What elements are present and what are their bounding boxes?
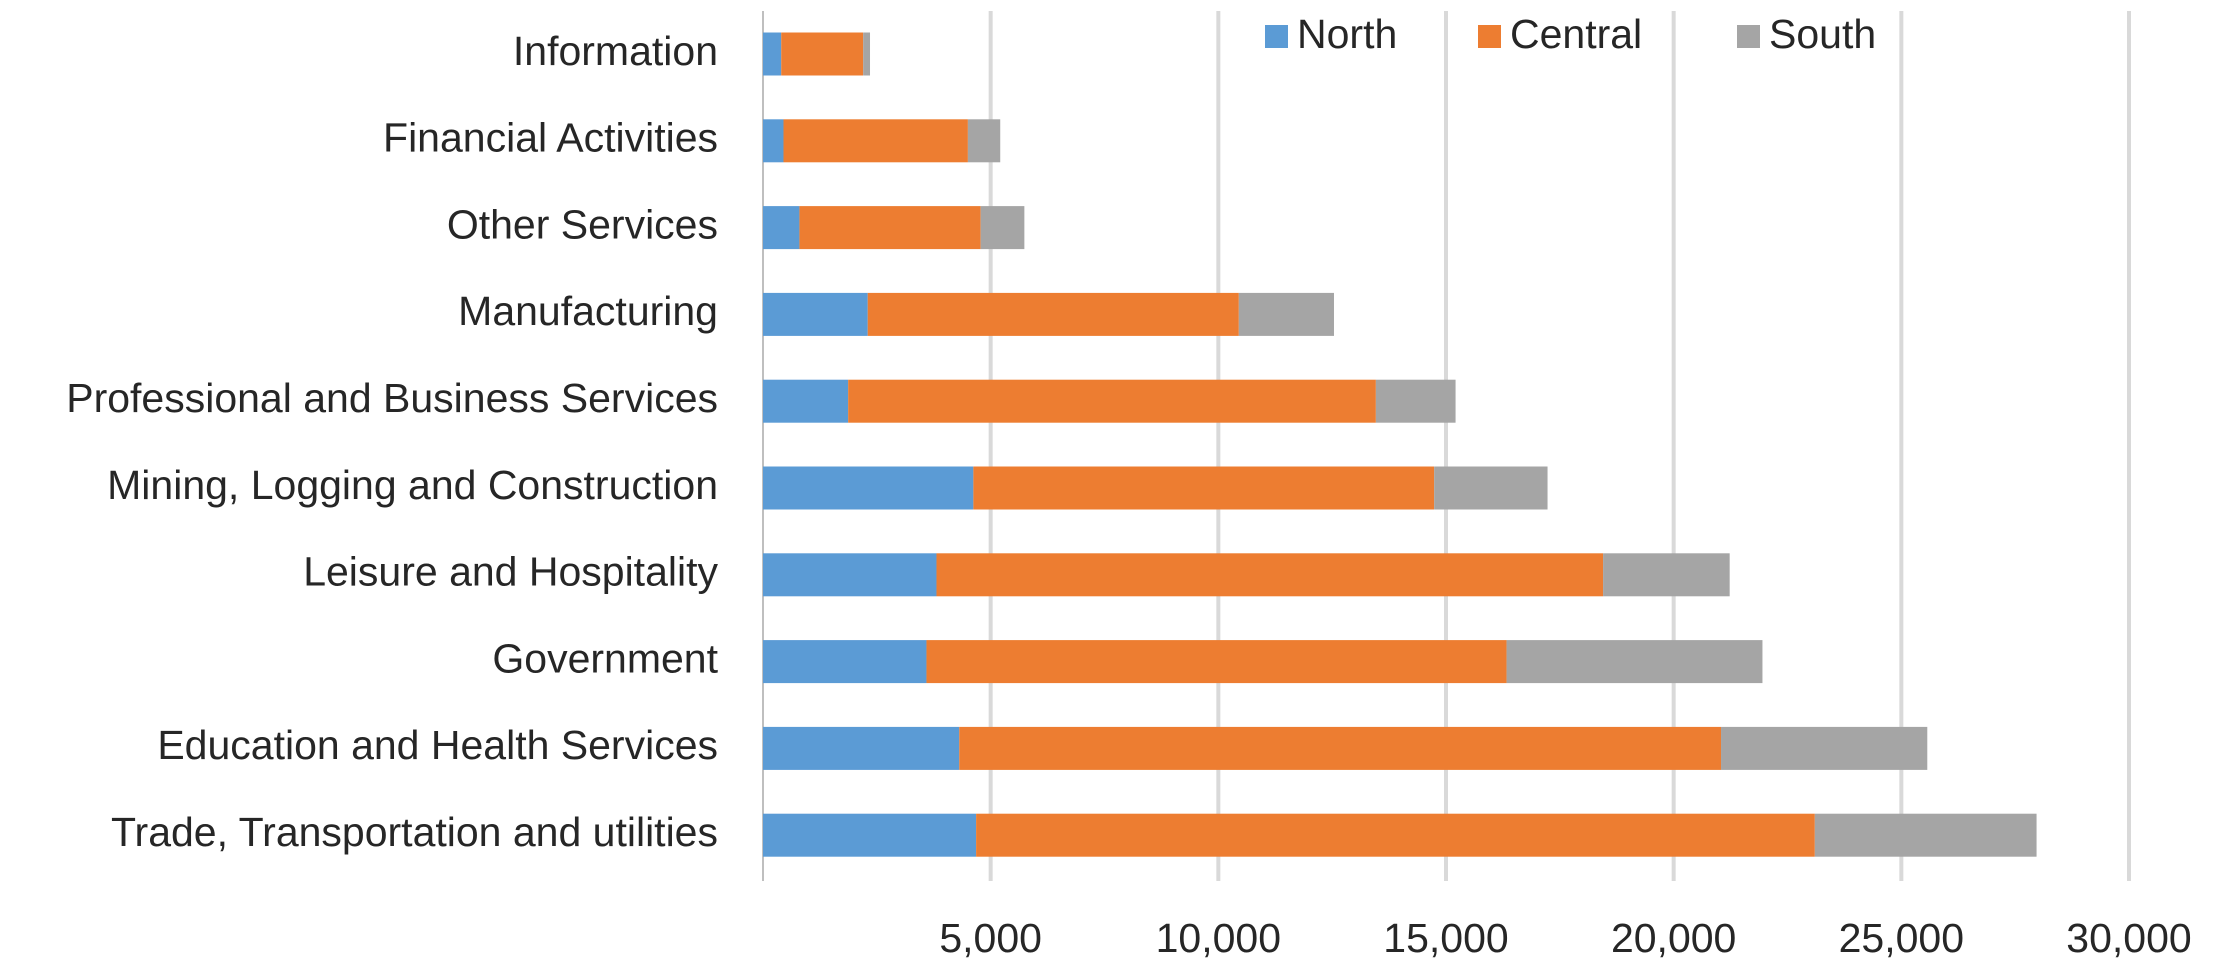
bar-segment [980,206,1025,250]
bar-segment [1603,553,1730,597]
bar-segment [848,379,1376,423]
bar-segment [799,206,981,250]
bar-segment [959,726,1722,770]
legend-swatch [1737,25,1760,48]
y-tick-label: Government [492,635,718,681]
bar-segment [976,813,1815,857]
x-tick-label: 20,000 [1611,915,1736,961]
bar-segment [863,32,871,76]
bar-segment [1506,640,1763,684]
bar-segment [967,119,1001,163]
bar-segment [763,119,784,163]
bar-segment [936,553,1604,597]
bar-segment [763,726,960,770]
bar-segment [973,466,1435,510]
bar-segment [1375,379,1456,423]
x-tick-label: 30,000 [2066,915,2191,961]
bar-segment [763,640,927,684]
y-tick-label: Financial Activities [383,115,718,161]
bar-segment [1814,813,2037,857]
legend-label: South [1769,11,1876,57]
legend-swatch [1478,25,1501,48]
bar-segment [1238,292,1334,336]
y-tick-label: Mining, Logging and Construction [107,462,718,508]
y-tick-label: Manufacturing [458,288,718,334]
bar-segment [763,379,849,423]
y-tick-label: Trade, Transportation and utilities [111,809,718,855]
x-tick-label: 15,000 [1383,915,1508,961]
bar-segment [763,466,974,510]
x-tick-label: 25,000 [1839,915,1964,961]
bar-segment [867,292,1239,336]
bar-segment [763,206,800,250]
y-tick-label: Professional and Business Services [66,375,718,421]
legend-label: Central [1510,11,1642,57]
legend-label: North [1297,11,1397,57]
x-tick-label: 10,000 [1156,915,1281,961]
bar-segment [1721,726,1928,770]
y-tick-label: Leisure and Hospitality [303,549,718,595]
bar-segment [763,553,937,597]
bar-segment [926,640,1507,684]
bar-segment [783,119,968,163]
legend-swatch [1265,25,1288,48]
x-tick-label: 5,000 [939,915,1042,961]
bar-segment [763,813,977,857]
y-tick-label: Information [513,28,718,74]
y-tick-label: Education and Health Services [157,722,718,768]
bar-segment [763,32,782,76]
y-tick-label: Other Services [447,201,718,247]
bar-segment [1434,466,1548,510]
bar-segment [763,292,868,336]
bar-segment [781,32,864,76]
